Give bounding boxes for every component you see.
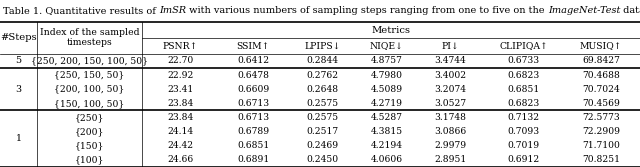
- Text: 0.2450: 0.2450: [307, 155, 339, 164]
- Text: 23.41: 23.41: [167, 85, 193, 94]
- Text: {200, 100, 50}: {200, 100, 50}: [54, 85, 125, 94]
- Text: 0.6713: 0.6713: [237, 113, 269, 122]
- Text: 4.3815: 4.3815: [371, 127, 403, 136]
- Text: 0.6851: 0.6851: [237, 141, 269, 150]
- Text: 0.6891: 0.6891: [237, 155, 269, 164]
- Text: 0.2575: 0.2575: [307, 99, 339, 108]
- Text: with various numbers of sampling steps ranging from one to five on the: with various numbers of sampling steps r…: [186, 6, 548, 15]
- Text: 70.8251: 70.8251: [582, 155, 620, 164]
- Text: PI↓: PI↓: [442, 42, 460, 51]
- Text: 0.2575: 0.2575: [307, 113, 339, 122]
- Text: 0.6609: 0.6609: [237, 85, 269, 94]
- Text: 0.2469: 0.2469: [307, 141, 339, 150]
- Text: 2.9979: 2.9979: [435, 141, 467, 150]
- Text: 0.6823: 0.6823: [508, 70, 540, 79]
- Text: 0.2762: 0.2762: [307, 70, 339, 79]
- Text: 70.4688: 70.4688: [582, 70, 620, 79]
- Text: Metrics: Metrics: [371, 26, 410, 35]
- Text: 4.2719: 4.2719: [371, 99, 403, 108]
- Text: 0.7019: 0.7019: [508, 141, 540, 150]
- Text: 0.6789: 0.6789: [237, 127, 269, 136]
- Text: 3.4002: 3.4002: [435, 70, 467, 79]
- Text: 4.5089: 4.5089: [371, 85, 403, 94]
- Text: 0.2844: 0.2844: [307, 56, 339, 65]
- Text: 23.84: 23.84: [167, 99, 193, 108]
- Text: 1: 1: [15, 134, 22, 143]
- Text: 70.4569: 70.4569: [582, 99, 620, 108]
- Text: 0.6733: 0.6733: [508, 56, 540, 65]
- Text: 0.6823: 0.6823: [508, 99, 540, 108]
- Text: 4.0606: 4.0606: [371, 155, 403, 164]
- Text: 69.8427: 69.8427: [582, 56, 620, 65]
- Text: {200}: {200}: [75, 127, 104, 136]
- Text: 3.4744: 3.4744: [435, 56, 467, 65]
- Text: {100}: {100}: [75, 155, 104, 164]
- Text: ImSR: ImSR: [159, 6, 186, 15]
- Text: 3.0866: 3.0866: [435, 127, 467, 136]
- Text: 3: 3: [15, 85, 22, 94]
- Text: 22.92: 22.92: [167, 70, 193, 79]
- Text: MUSIQ↑: MUSIQ↑: [580, 42, 622, 51]
- Text: {150}: {150}: [75, 141, 104, 150]
- Text: 3.1748: 3.1748: [435, 113, 467, 122]
- Text: 24.42: 24.42: [167, 141, 193, 150]
- Text: 3.2074: 3.2074: [435, 85, 467, 94]
- Text: {150, 100, 50}: {150, 100, 50}: [54, 99, 125, 108]
- Text: ImageNet-Test: ImageNet-Test: [548, 6, 620, 15]
- Text: {250, 150, 50}: {250, 150, 50}: [54, 70, 125, 79]
- Text: 24.66: 24.66: [167, 155, 193, 164]
- Text: 0.6412: 0.6412: [237, 56, 269, 65]
- Text: {250}: {250}: [75, 113, 104, 122]
- Text: 0.2648: 0.2648: [307, 85, 339, 94]
- Text: 0.2517: 0.2517: [307, 127, 339, 136]
- Text: 71.7100: 71.7100: [582, 141, 620, 150]
- Text: dataset.: dataset.: [620, 6, 640, 15]
- Text: 4.8757: 4.8757: [371, 56, 403, 65]
- Text: 4.2194: 4.2194: [371, 141, 403, 150]
- Text: 22.70: 22.70: [167, 56, 193, 65]
- Text: Index of the sampled
timesteps: Index of the sampled timesteps: [40, 28, 140, 47]
- Text: 23.84: 23.84: [167, 113, 193, 122]
- Text: 0.6851: 0.6851: [508, 85, 540, 94]
- Text: 0.7132: 0.7132: [508, 113, 540, 122]
- Text: {250, 200, 150, 100, 50}: {250, 200, 150, 100, 50}: [31, 56, 148, 65]
- Text: #Steps: #Steps: [0, 33, 36, 42]
- Text: 0.6912: 0.6912: [508, 155, 540, 164]
- Text: 0.6713: 0.6713: [237, 99, 269, 108]
- Text: NIQE↓: NIQE↓: [370, 42, 404, 51]
- Text: SSIM↑: SSIM↑: [237, 42, 270, 51]
- Text: 4.7980: 4.7980: [371, 70, 403, 79]
- Text: 2.8951: 2.8951: [435, 155, 467, 164]
- Text: 72.2909: 72.2909: [582, 127, 620, 136]
- Text: 72.5773: 72.5773: [582, 113, 620, 122]
- Text: CLIPIQA↑: CLIPIQA↑: [499, 42, 548, 51]
- Text: PSNR↑: PSNR↑: [163, 42, 198, 51]
- Text: 0.6478: 0.6478: [237, 70, 269, 79]
- Text: 24.14: 24.14: [167, 127, 193, 136]
- Text: 0.7093: 0.7093: [508, 127, 540, 136]
- Text: 4.5287: 4.5287: [371, 113, 403, 122]
- Text: 5: 5: [15, 56, 22, 65]
- Text: LPIPS↓: LPIPS↓: [305, 42, 341, 51]
- Text: 70.7024: 70.7024: [582, 85, 620, 94]
- Text: 3.0527: 3.0527: [435, 99, 467, 108]
- Text: Table 1. Quantitative results of: Table 1. Quantitative results of: [3, 6, 159, 15]
